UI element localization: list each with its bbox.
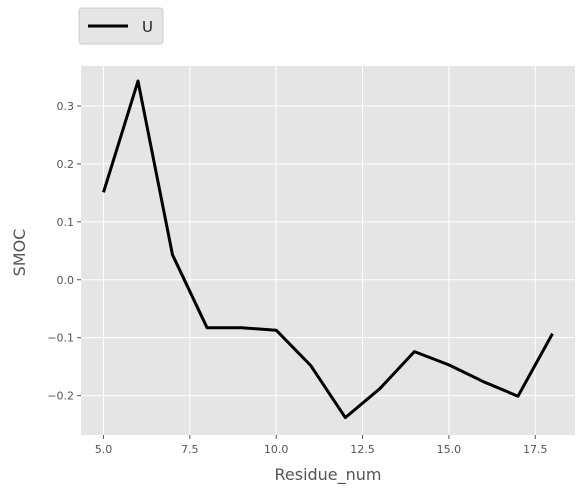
x-axis-ticks: 5.0 7.5 10.0 12.5 15.0 17.5 (95, 435, 548, 456)
x-tick-label: 15.0 (437, 443, 462, 456)
y-tick-label: 0.2 (57, 158, 75, 171)
x-tick-label: 12.5 (350, 443, 375, 456)
x-tick-label: 7.5 (181, 443, 199, 456)
y-axis-ticks: −0.2 −0.1 0.0 0.1 0.2 0.3 (47, 100, 81, 403)
y-tick-label: −0.1 (47, 332, 74, 345)
x-tick-label: 5.0 (95, 443, 113, 456)
y-tick-label: −0.2 (47, 390, 74, 403)
grid-lines (81, 66, 575, 435)
plot-area (81, 66, 575, 435)
legend: U (78, 7, 164, 45)
y-tick-label: 0.3 (57, 100, 75, 113)
y-tick-label: 0.0 (57, 274, 75, 287)
legend-label: U (142, 18, 153, 36)
y-tick-label: 0.1 (57, 216, 75, 229)
x-tick-label: 17.5 (523, 443, 548, 456)
x-axis-label: Residue_num (274, 465, 381, 485)
y-axis-label: SMOC (10, 229, 29, 277)
x-tick-label: 10.0 (264, 443, 289, 456)
series-line-U (102, 79, 554, 420)
series-layer (102, 79, 554, 420)
